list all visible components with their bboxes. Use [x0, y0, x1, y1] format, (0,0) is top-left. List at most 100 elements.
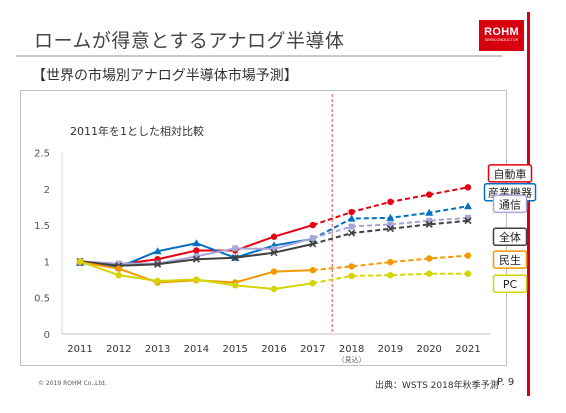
copyright: © 2019 ROHM Co.,Ltd.: [38, 380, 107, 387]
axes: 0 0.5 1 1.5 2 2.5 2011 2012 2013 2014 2015 2016 2017…: [34, 94, 490, 364]
series-line-forecast: [312, 219, 469, 245]
data-point: [464, 217, 472, 225]
data-point: [465, 214, 471, 221]
page-number: P. 9: [497, 377, 515, 388]
data-point: [115, 260, 122, 267]
data-point: [387, 221, 394, 228]
x-tick-label: 2012: [106, 344, 131, 355]
data-point: [426, 191, 433, 198]
legend-box: [492, 250, 528, 269]
data-point-stroke: [231, 254, 239, 262]
series-line-forecast: [312, 216, 469, 240]
source-note: 出典：WSTS 2018年秋季予測: [375, 381, 499, 391]
data-point: [270, 268, 278, 275]
legend-label: 自動車: [494, 167, 527, 181]
data-point: [464, 270, 472, 277]
data-point-stroke: [464, 217, 472, 225]
series-2: [77, 214, 471, 267]
x-tick-label: 2019: [378, 344, 403, 355]
data-point-stroke: [425, 220, 433, 228]
data-point: [426, 270, 433, 277]
logo-text: ROHM: [484, 26, 519, 38]
x-tick-label: 2017: [300, 344, 325, 355]
legend-item: 通信: [492, 194, 528, 214]
data-point: [348, 223, 355, 230]
chart-subtitle: 【世界の市場別アナログ半導体市場予測】: [32, 68, 298, 84]
x-tick-label: 2020: [416, 344, 441, 355]
x-tick-label: 2013: [145, 344, 170, 355]
legend-label: 全体: [499, 230, 521, 244]
data-point: [309, 235, 316, 242]
data-point: [115, 265, 123, 272]
data-point: [193, 253, 200, 260]
legend-item: 自動車: [487, 164, 533, 183]
data-point: [309, 266, 316, 274]
legend-box: [487, 164, 533, 183]
data-point: [309, 221, 316, 229]
slide-title: ロームが得意とするアナログ半導体: [34, 30, 345, 52]
y-tick-label: 2: [44, 185, 50, 196]
data-point: [115, 271, 123, 279]
data-point: [154, 277, 161, 285]
data-point: [347, 214, 356, 222]
y-tick-label: 1.5: [34, 221, 50, 232]
y-tick-label: 0: [44, 330, 50, 341]
legend-item: PC: [492, 274, 528, 293]
series-line-forecast: [312, 254, 469, 272]
data-point: [464, 184, 472, 191]
data-point: [192, 239, 201, 247]
data-point: [425, 220, 433, 228]
legend-label: PC: [503, 278, 518, 291]
legend-box: [492, 227, 528, 246]
series-5: [76, 258, 472, 293]
legend-item: 民生: [492, 250, 528, 269]
data-point: [309, 279, 316, 287]
data-point: [309, 240, 317, 248]
data-point: [232, 282, 239, 289]
x-tick-sublabel: （見込）: [338, 355, 366, 364]
y-tick-label: 1: [44, 257, 50, 268]
data-point-stroke: [192, 255, 200, 263]
data-point: [386, 213, 395, 221]
chart-note: 2011年を1とした相対比較: [70, 125, 204, 138]
data-point: [193, 247, 200, 254]
data-point: [154, 260, 162, 268]
data-point-stroke: [154, 260, 162, 268]
data-point-stroke: [270, 249, 278, 257]
data-point: [386, 225, 394, 233]
data-point: [426, 217, 433, 224]
data-point: [387, 258, 394, 266]
data-point: [426, 255, 433, 262]
logo-subtext: SEMICONDUCTOR: [484, 38, 519, 42]
legend-box: [492, 194, 528, 214]
x-tick-label: 2011: [67, 344, 92, 355]
data-point: [271, 246, 277, 253]
series-line-forecast: [312, 272, 468, 285]
data-point: [232, 245, 239, 252]
data-point: [387, 271, 394, 279]
data-point: [464, 202, 472, 210]
data-point-stroke: [309, 240, 317, 248]
series-0: [76, 184, 472, 268]
x-tick-label: 2016: [261, 344, 286, 355]
data-point: [270, 233, 278, 240]
data-point: [192, 255, 200, 263]
legend-label: 通信: [499, 198, 521, 211]
x-tick-label: 2018: [339, 344, 364, 355]
series-lines: [76, 184, 472, 293]
data-point: [387, 198, 394, 206]
data-point: [348, 229, 356, 237]
title-divider: [16, 55, 502, 57]
legend-label: 民生: [499, 253, 521, 267]
data-point: [270, 285, 278, 293]
y-tick-label: 2.5: [34, 149, 50, 160]
data-point-stroke: [386, 225, 394, 233]
data-point-stroke: [348, 229, 356, 237]
y-tick-label: 0.5: [34, 294, 50, 305]
legend-item: 全体: [492, 227, 528, 246]
data-point: [153, 247, 162, 255]
data-point: [425, 208, 434, 216]
series-4: [76, 252, 472, 286]
